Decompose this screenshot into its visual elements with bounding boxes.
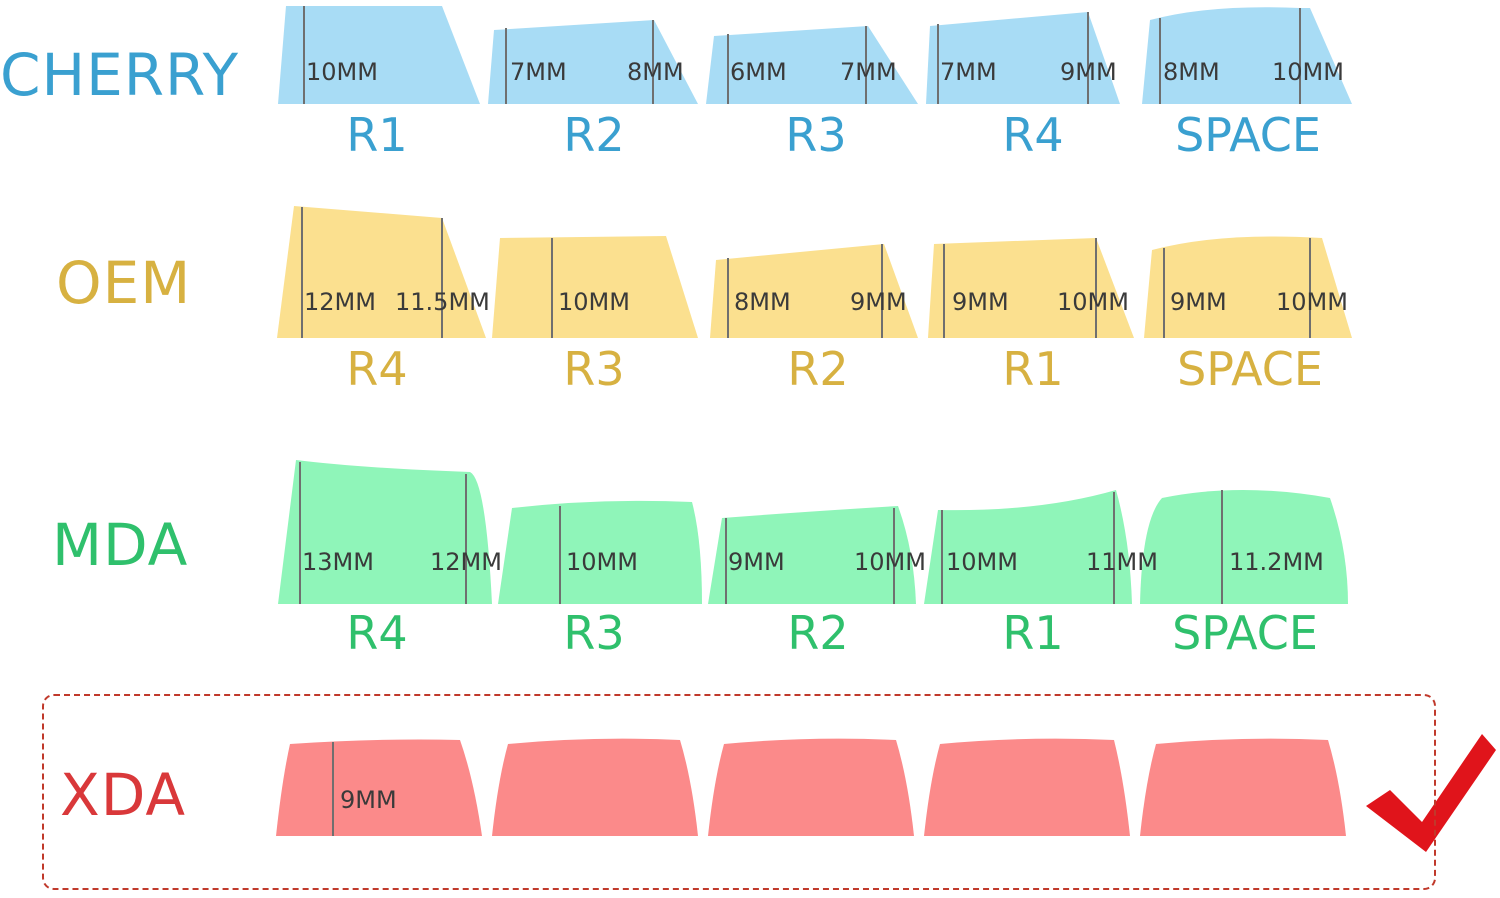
cherry-space-back-height: 10MM <box>1272 58 1344 86</box>
cherry-row-label-r2: R2 <box>563 108 625 162</box>
cherry-space-keycap <box>1142 7 1352 105</box>
oem-r1-back-height: 10MM <box>1057 288 1129 316</box>
mda-row-label-r1: R1 <box>1002 606 1064 660</box>
cherry-space-front-height: 8MM <box>1163 58 1220 86</box>
oem-row-label-r2: R2 <box>787 342 849 396</box>
xda-keycaps <box>276 738 1346 836</box>
checkmark-icon <box>1366 734 1496 852</box>
mda-r4-keycap <box>278 460 492 604</box>
oem-keycaps <box>277 206 1352 338</box>
xda-keycap-2 <box>492 738 698 836</box>
cherry-row-label-r1: R1 <box>346 108 408 162</box>
mda-r1-keycap <box>924 490 1132 604</box>
mda-row-label-r2: R2 <box>787 606 849 660</box>
oem-row-label-space: SPACE <box>1177 342 1323 396</box>
oem-space-keycap <box>1144 236 1352 338</box>
profile-name-mda: MDA <box>52 511 189 579</box>
oem-r4-front-height: 12MM <box>304 288 376 316</box>
mda-row-label-r4: R4 <box>346 606 408 660</box>
cherry-row-label-r3: R3 <box>785 108 847 162</box>
oem-r2-keycap <box>710 244 918 338</box>
oem-r4-back-height: 11.5MM <box>395 288 490 316</box>
mda-space-keycap <box>1140 490 1348 604</box>
cherry-row-label-space: SPACE <box>1175 108 1321 162</box>
cherry-r2-front-height: 7MM <box>510 58 567 86</box>
mda-row-label-space: SPACE <box>1172 606 1318 660</box>
profile-name-xda: XDA <box>60 761 187 829</box>
oem-row-label-r1: R1 <box>1002 342 1064 396</box>
mda-r1-front-height: 10MM <box>946 548 1018 576</box>
mda-r2-front-height: 9MM <box>728 548 785 576</box>
xda-keycap-1 <box>276 739 482 836</box>
oem-space-back-height: 10MM <box>1276 288 1348 316</box>
oem-r2-front-height: 8MM <box>734 288 791 316</box>
cherry-r3-back-height: 7MM <box>840 58 897 86</box>
mda-r2-keycap <box>708 506 916 604</box>
oem-row-label-r3: R3 <box>563 342 625 396</box>
xda-keycap-3 <box>708 738 914 836</box>
mda-r2-back-height: 10MM <box>854 548 926 576</box>
cherry-keycaps <box>278 6 1352 105</box>
cherry-r4-back-height: 9MM <box>1060 58 1117 86</box>
mda-space-height-label: 11.2MM <box>1229 548 1324 576</box>
xda-keycap-5 <box>1140 738 1346 836</box>
selected-profile-frame <box>42 694 1436 890</box>
mda-r4-back-height: 12MM <box>430 548 502 576</box>
cherry-r4-keycap <box>926 12 1120 104</box>
cherry-r2-back-height: 8MM <box>627 58 684 86</box>
mda-r3-keycap <box>498 500 702 604</box>
cherry-row-label-r4: R4 <box>1002 108 1064 162</box>
oem-r2-back-height: 9MM <box>850 288 907 316</box>
cherry-r3-front-height: 6MM <box>730 58 787 86</box>
xda-keycap-4 <box>924 738 1130 836</box>
cherry-r4-front-height: 7MM <box>940 58 997 86</box>
mda-keycaps <box>278 460 1348 604</box>
cherry-r2-keycap <box>488 20 698 104</box>
oem-r1-front-height: 9MM <box>952 288 1009 316</box>
mda-r3-height-label: 10MM <box>566 548 638 576</box>
oem-r3-keycap <box>492 236 698 338</box>
mda-r4-front-height: 13MM <box>302 548 374 576</box>
xda-height-label: 9MM <box>340 786 397 814</box>
oem-space-front-height: 9MM <box>1170 288 1227 316</box>
oem-r3-height-label: 10MM <box>558 288 630 316</box>
profile-name-cherry: CHERRY <box>0 41 240 109</box>
cherry-r1-height-label: 10MM <box>306 58 378 86</box>
profile-name-oem: OEM <box>56 249 192 317</box>
cherry-r1-keycap <box>278 6 480 104</box>
mda-row-label-r3: R3 <box>563 606 625 660</box>
oem-r4-keycap <box>277 206 486 338</box>
mda-r1-back-height: 11MM <box>1086 548 1158 576</box>
oem-row-label-r4: R4 <box>346 342 408 396</box>
oem-r1-keycap <box>928 238 1134 338</box>
